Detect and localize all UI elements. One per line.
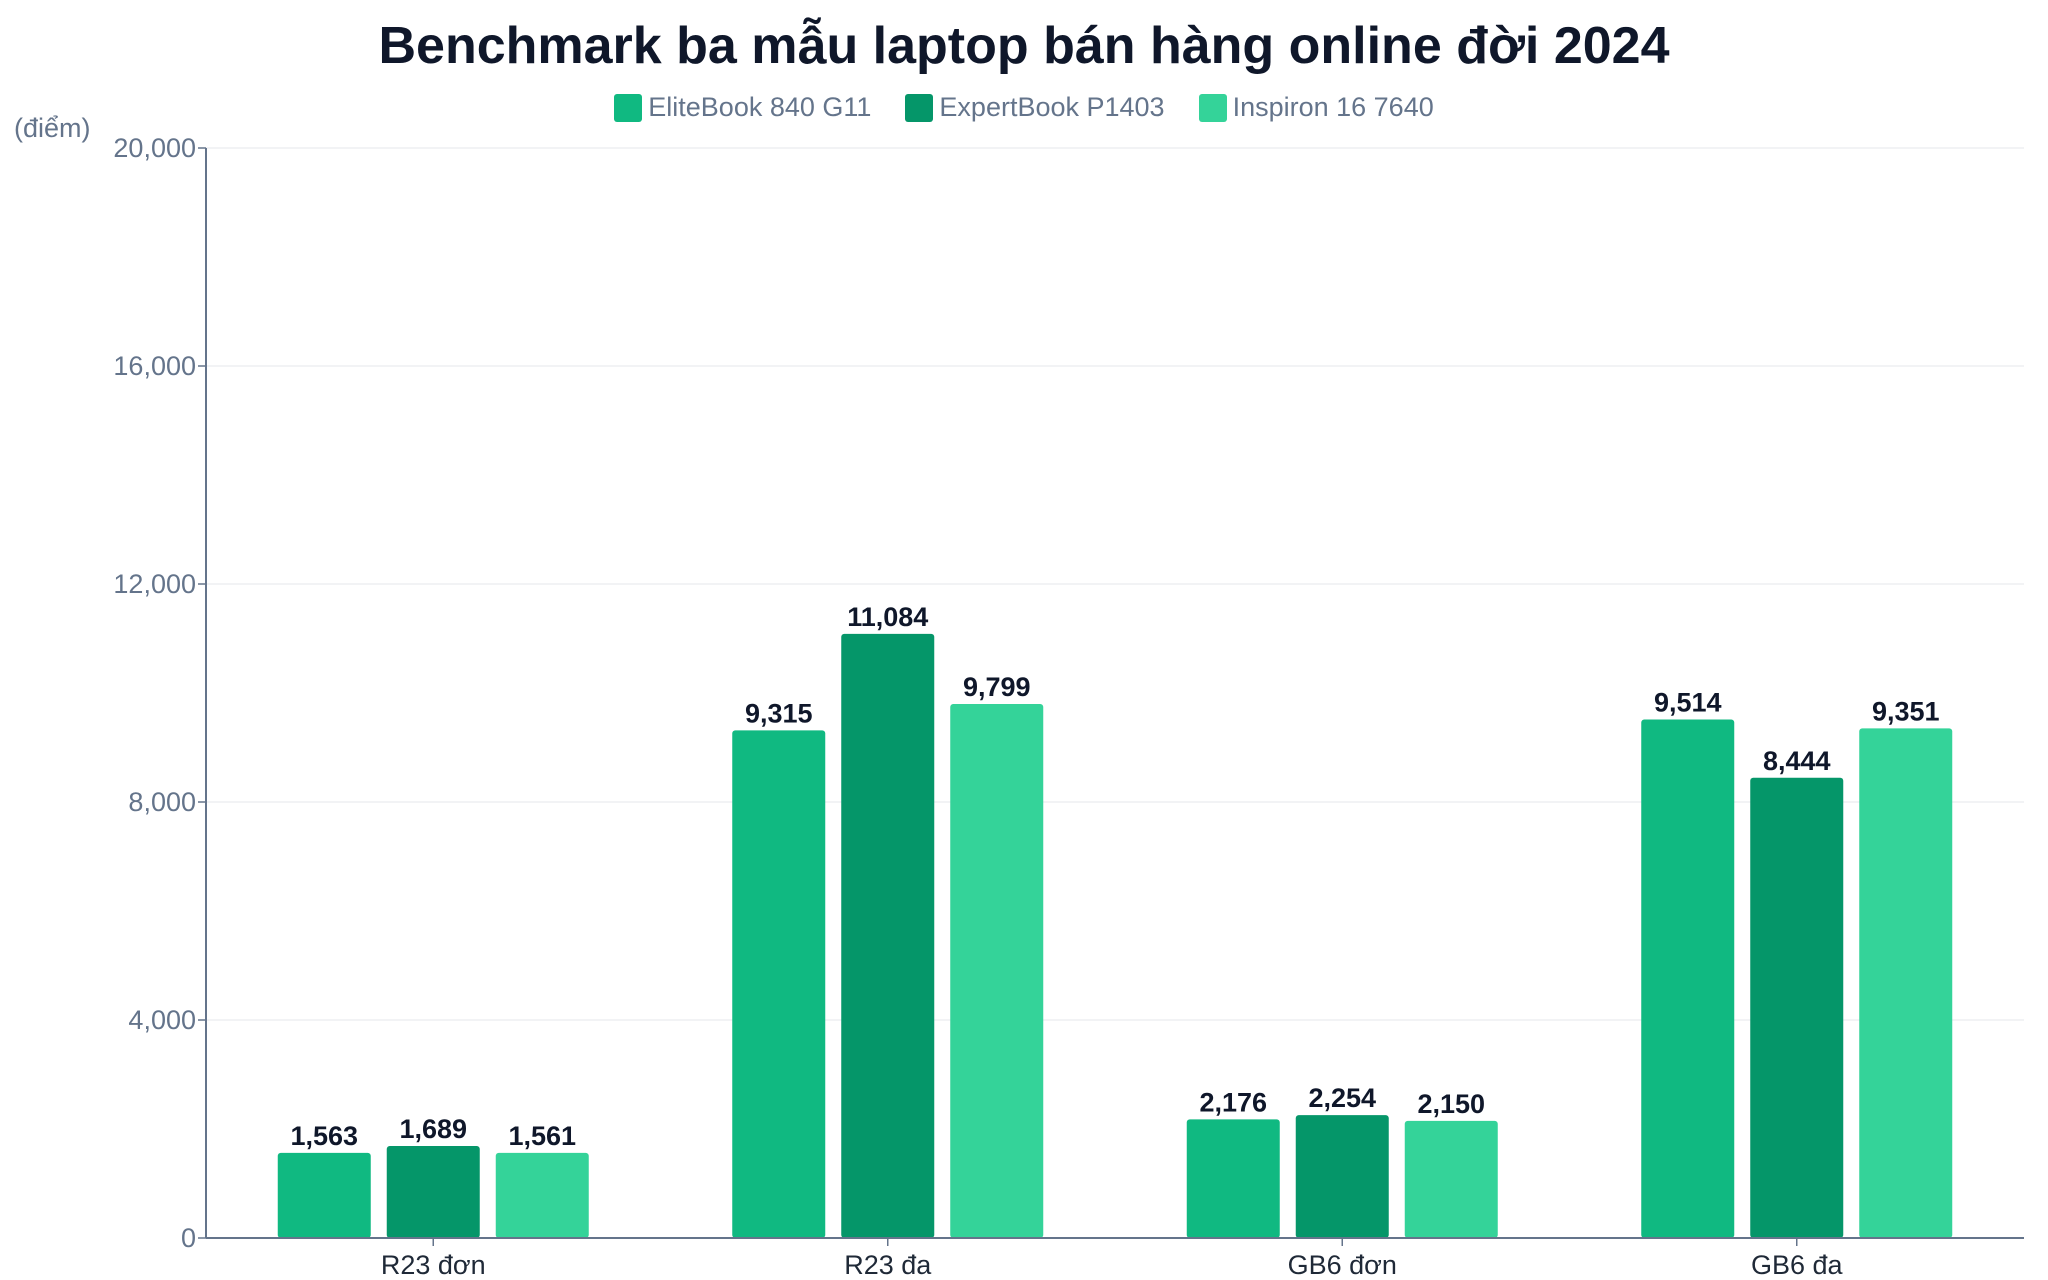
legend-label-elitebook: EliteBook 840 G11 bbox=[648, 92, 872, 122]
legend-swatch-expertbook bbox=[905, 93, 934, 122]
x-tick-label-gb6-da: GB6 đa bbox=[1751, 1250, 1844, 1280]
data-label-expertbook-p1403-r23-don: 1,689 bbox=[399, 1114, 467, 1144]
y-tick-label: 0 bbox=[181, 1223, 196, 1253]
bar-inspiron-16-7640-r23-da[interactable] bbox=[950, 703, 1044, 1238]
x-tick-label-gb6-don: GB6 đơn bbox=[1288, 1250, 1397, 1280]
data-label-inspiron-16-7640-r23-da: 9,799 bbox=[963, 672, 1031, 702]
y-tick-label: 8,000 bbox=[128, 787, 196, 817]
legend-swatch-elitebook bbox=[614, 93, 643, 122]
bar-inspiron-16-7640-r23-don[interactable] bbox=[495, 1152, 589, 1238]
legend-item-elitebook[interactable]: EliteBook 840 G11 bbox=[614, 92, 871, 123]
bar-elitebook-840-g11-r23-don[interactable] bbox=[277, 1152, 371, 1238]
data-label-expertbook-p1403-gb6-da: 8,444 bbox=[1763, 746, 1831, 776]
chart-title: Benchmark ba mẫu laptop bán hàng online … bbox=[378, 17, 1670, 75]
bar-expertbook-p1403-gb6-don[interactable] bbox=[1295, 1115, 1389, 1238]
bar-expertbook-p1403-gb6-da[interactable] bbox=[1750, 777, 1844, 1238]
data-label-elitebook-840-g11-r23-da: 9,315 bbox=[745, 698, 813, 728]
bar-inspiron-16-7640-gb6-don[interactable] bbox=[1404, 1120, 1498, 1238]
y-tick-label: 12,000 bbox=[113, 569, 196, 599]
axes bbox=[198, 147, 2024, 1246]
bar-inspiron-16-7640-gb6-da[interactable] bbox=[1859, 728, 1953, 1238]
data-label-elitebook-840-g11-gb6-da: 9,514 bbox=[1654, 687, 1722, 717]
labels: 0 4,000 8,000 12,000 16,000 20,000 R23 đơn 1,56… bbox=[113, 133, 1939, 1280]
legend-item-inspiron[interactable]: Inspiron 16 7640 bbox=[1198, 92, 1434, 123]
data-label-expertbook-p1403-r23-da: 11,084 bbox=[847, 602, 928, 632]
legend-label-expertbook: ExpertBook P1403 bbox=[939, 92, 1165, 122]
data-label-inspiron-16-7640-gb6-don: 2,150 bbox=[1417, 1089, 1485, 1119]
bars bbox=[277, 633, 1953, 1238]
legend-label-inspiron: Inspiron 16 7640 bbox=[1232, 92, 1434, 122]
data-label-inspiron-16-7640-gb6-da: 9,351 bbox=[1872, 696, 1940, 726]
data-label-elitebook-840-g11-gb6-don: 2,176 bbox=[1199, 1087, 1267, 1117]
legend-item-expertbook[interactable]: ExpertBook P1403 bbox=[905, 92, 1165, 123]
y-tick-label: 4,000 bbox=[128, 1005, 196, 1035]
legend-swatch-inspiron bbox=[1198, 93, 1227, 122]
data-label-elitebook-840-g11-r23-don: 1,563 bbox=[290, 1121, 358, 1151]
bar-elitebook-840-g11-gb6-don[interactable] bbox=[1186, 1119, 1280, 1238]
x-tick-label-r23-da: R23 đa bbox=[844, 1250, 932, 1280]
bar-elitebook-840-g11-gb6-da[interactable] bbox=[1641, 719, 1735, 1238]
y-axis-unit-label: (điểm) bbox=[14, 113, 91, 143]
x-tick-label-r23-don: R23 đơn bbox=[381, 1250, 486, 1280]
legend: EliteBook 840 G11 ExpertBook P1403 Inspi… bbox=[0, 92, 2048, 123]
y-tick-label: 16,000 bbox=[113, 351, 196, 381]
y-tick-label: 20,000 bbox=[113, 133, 196, 163]
bar-expertbook-p1403-r23-don[interactable] bbox=[386, 1145, 480, 1238]
data-label-inspiron-16-7640-r23-don: 1,561 bbox=[508, 1121, 576, 1151]
bar-expertbook-p1403-r23-da[interactable] bbox=[841, 633, 935, 1238]
bar-elitebook-840-g11-r23-da[interactable] bbox=[732, 730, 826, 1238]
data-label-expertbook-p1403-gb6-don: 2,254 bbox=[1308, 1083, 1376, 1113]
